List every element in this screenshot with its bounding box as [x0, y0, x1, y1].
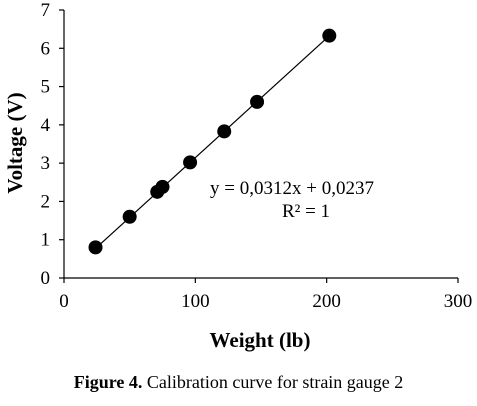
tick-labels: 0 1 2 3 4 5 6 7 0 100 200 300 [41, 0, 473, 312]
caption-label: Figure 4. [73, 372, 143, 392]
x-tick-label: 300 [444, 291, 473, 312]
y-axis-title: Voltage (V) [3, 92, 27, 193]
axes [59, 9, 459, 283]
y-tick-label: 2 [41, 191, 51, 212]
x-tick-label: 100 [181, 291, 210, 312]
y-tick-label: 1 [41, 230, 51, 251]
data-point [183, 155, 198, 170]
data-point [250, 94, 265, 109]
y-tick-label: 4 [41, 115, 51, 136]
data-point [122, 209, 137, 224]
data-point [155, 179, 170, 194]
y-tick-label: 0 [41, 268, 51, 289]
data-point [322, 28, 337, 43]
x-tick-label: 0 [59, 291, 69, 312]
y-tick-label: 7 [41, 0, 51, 21]
trendline-equation: y = 0,0312x + 0,0237 [210, 178, 374, 199]
y-tick-label: 6 [41, 38, 51, 59]
x-tick-label: 200 [312, 291, 341, 312]
data-point [217, 124, 232, 139]
x-axis-title: Weight (lb) [210, 328, 311, 352]
y-tick-label: 5 [41, 77, 51, 98]
data-points [88, 28, 337, 255]
y-tick-label: 3 [41, 153, 51, 174]
figure-caption: Figure 4. Calibration curve for strain g… [0, 372, 477, 393]
data-point [88, 240, 103, 255]
r-squared-label: R² = 1 [282, 201, 330, 222]
caption-text: Calibration curve for strain gauge 2 [142, 372, 404, 392]
